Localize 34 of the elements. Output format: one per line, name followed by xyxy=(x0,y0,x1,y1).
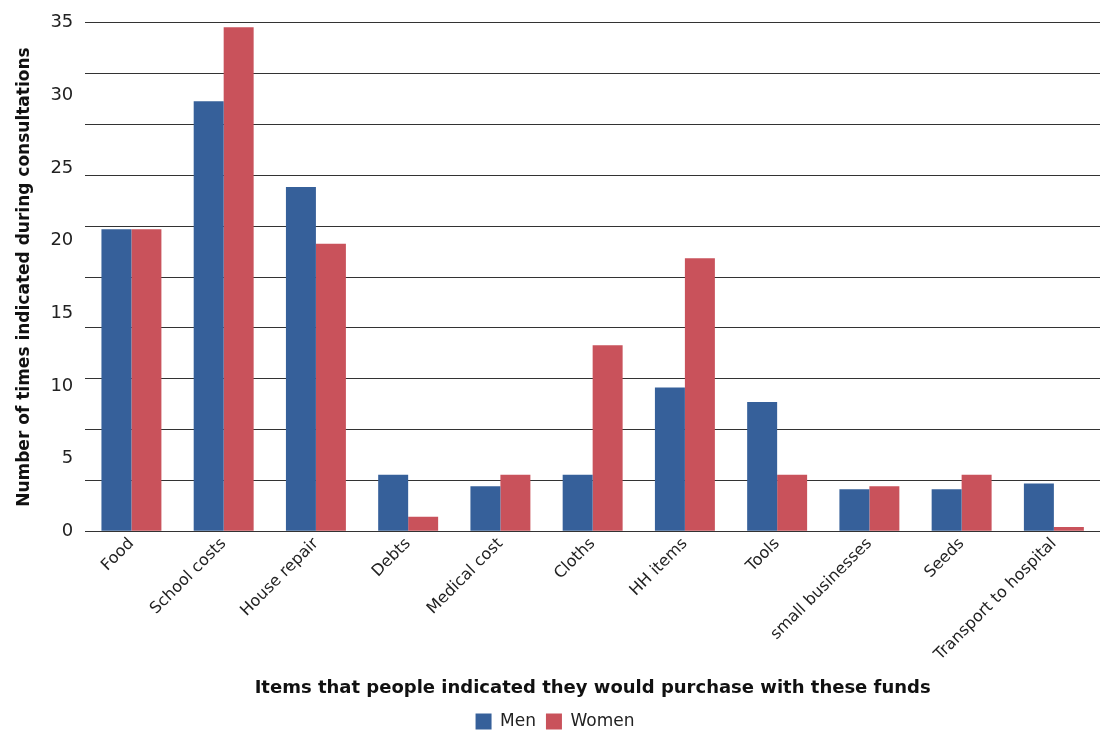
bar xyxy=(592,345,623,531)
y-tick-label: 25 xyxy=(50,155,74,177)
y-tick-label: 20 xyxy=(50,228,74,250)
bar xyxy=(839,489,870,531)
bar xyxy=(931,489,962,531)
x-axis-title: Items that people indicated they would purchase with these funds xyxy=(254,675,931,697)
y-tick-label: 5 xyxy=(61,446,74,468)
bar xyxy=(408,516,439,531)
y-tick-label: 10 xyxy=(50,373,74,395)
y-tick-label: 35 xyxy=(50,10,74,32)
bar xyxy=(684,258,715,531)
bar xyxy=(285,186,316,531)
y-axis-title: Number of times indicated during consultations xyxy=(12,47,33,507)
legend-label: Women xyxy=(570,709,635,730)
bar xyxy=(500,474,531,531)
y-tick-label: 30 xyxy=(50,83,74,105)
bar xyxy=(223,27,254,531)
y-tick-label: 0 xyxy=(61,519,74,541)
bar xyxy=(747,402,778,531)
bar xyxy=(961,474,992,531)
bar xyxy=(777,474,808,531)
bar xyxy=(131,229,162,531)
bar xyxy=(869,486,900,531)
y-tick-label: 15 xyxy=(50,301,74,323)
bar xyxy=(101,229,132,531)
bar xyxy=(1053,527,1084,531)
bar xyxy=(654,387,685,531)
bar xyxy=(562,474,593,531)
bar xyxy=(193,101,224,531)
bar xyxy=(378,474,409,531)
legend-label: Men xyxy=(500,709,536,730)
bar xyxy=(1023,483,1054,531)
bar xyxy=(470,486,501,531)
bar xyxy=(315,243,346,531)
